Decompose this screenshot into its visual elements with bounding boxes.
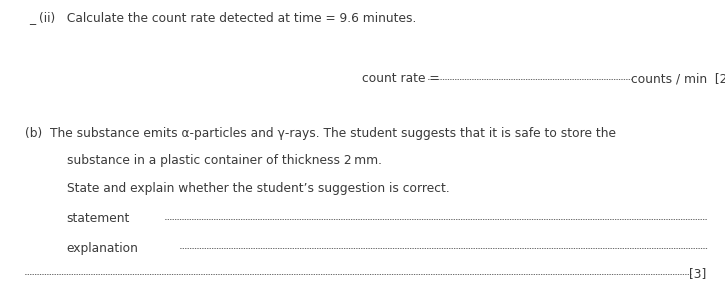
- Text: counts / min  [2]: counts / min [2]: [631, 72, 725, 85]
- Text: [3]: [3]: [689, 267, 707, 280]
- Text: State and explain whether the student’s suggestion is correct.: State and explain whether the student’s …: [67, 182, 450, 195]
- Text: (b)  The substance emits α-particles and γ-rays. The student suggests that it is: (b) The substance emits α-particles and …: [25, 127, 616, 140]
- Text: _ (ii)   Calculate the count rate detected at time = 9.6 minutes.: _ (ii) Calculate the count rate detected…: [29, 11, 416, 24]
- Text: statement: statement: [67, 212, 130, 225]
- Text: explanation: explanation: [67, 242, 138, 255]
- Text: count rate =: count rate =: [362, 72, 448, 85]
- Text: substance in a plastic container of thickness 2 mm.: substance in a plastic container of thic…: [67, 154, 381, 167]
